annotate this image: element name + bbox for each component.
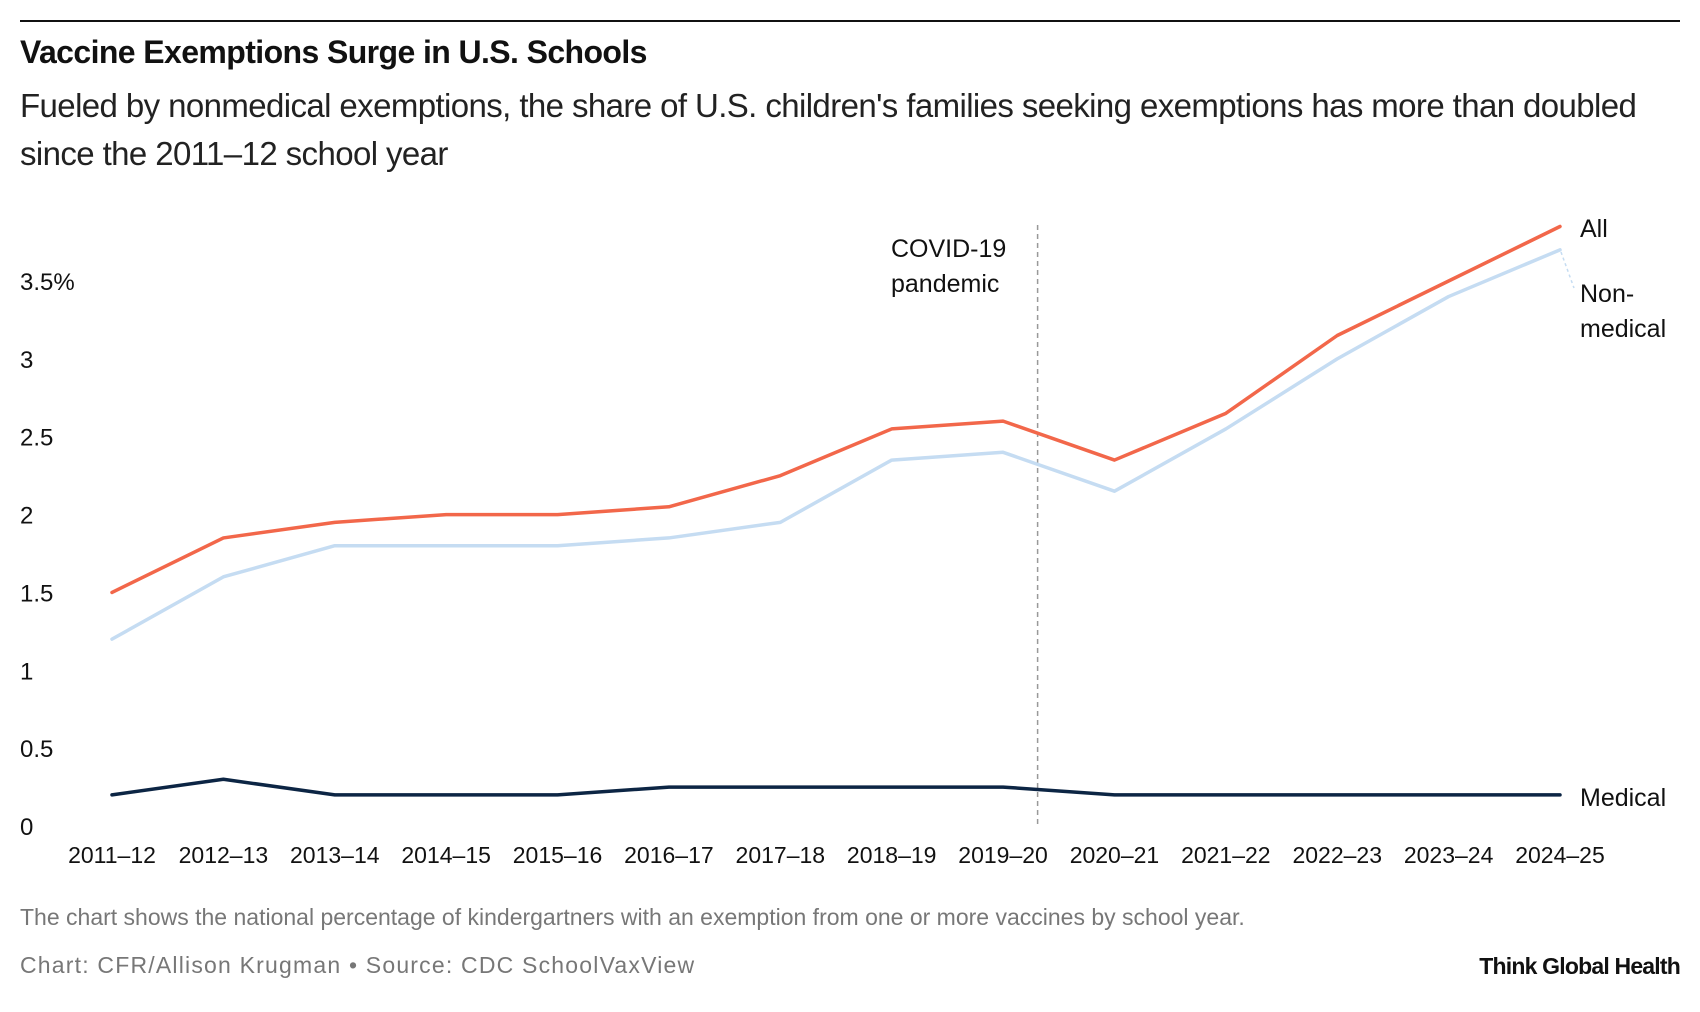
series-line-medical — [110, 777, 1562, 797]
y-tick-label: 0.5 — [20, 736, 53, 763]
x-tick-label: 2017–18 — [736, 842, 826, 868]
chart-credit: Chart: CFR/Allison Krugman • Source: CDC… — [20, 952, 696, 978]
x-tick-label: 2011–12 — [68, 842, 156, 868]
y-tick-label: 1 — [20, 658, 33, 685]
x-tick-label: 2022–23 — [1292, 842, 1382, 868]
x-tick-label: 2016–17 — [624, 842, 714, 868]
label-nonmedical-line2: medical — [1580, 315, 1666, 343]
chart-title: Vaccine Exemptions Surge in U.S. Schools — [20, 34, 647, 70]
y-tick-label: 3.5% — [20, 269, 75, 296]
label-all: All — [1580, 215, 1608, 243]
x-tick-label: 2021–22 — [1181, 842, 1271, 868]
think-global-health-logo: Think Global Health — [1479, 953, 1681, 979]
series-labels: All Non- medical Medical — [1560, 215, 1666, 812]
chart-subtitle: Fueled by nonmedical exemptions, the sha… — [20, 87, 1637, 172]
series-lines — [110, 224, 1562, 797]
label-nonmedical-line1: Non- — [1580, 280, 1634, 308]
label-medical: Medical — [1580, 784, 1666, 812]
series-line-all — [110, 224, 1562, 595]
x-tick-label: 2024–25 — [1515, 842, 1605, 868]
series-line-nonmedical — [110, 248, 1562, 641]
x-tick-label: 2018–19 — [847, 842, 937, 868]
y-tick-label: 1.5 — [20, 580, 53, 607]
covid-annotation: COVID-19 pandemic — [891, 225, 1039, 826]
y-axis: 0 0.5 1 1.5 2 2.5 3 3.5% — [20, 269, 75, 841]
covid-label-line1: COVID-19 — [891, 235, 1006, 263]
covid-label-line2: pandemic — [891, 270, 999, 298]
x-axis: 2011–12 2012–13 2013–14 2014–15 2015–16 2016–… — [68, 842, 1605, 868]
x-tick-label: 2015–16 — [513, 842, 603, 868]
x-tick-label: 2023–24 — [1404, 842, 1494, 868]
top-rule — [20, 20, 1680, 22]
x-tick-label: 2014–15 — [401, 842, 491, 868]
nonmedical-leader-line — [1560, 251, 1575, 289]
x-tick-label: 2019–20 — [958, 842, 1048, 868]
x-tick-label: 2012–13 — [179, 842, 269, 868]
x-tick-label: 2013–14 — [290, 842, 380, 868]
x-tick-label: 2020–21 — [1070, 842, 1160, 868]
y-tick-label: 0 — [20, 814, 33, 841]
y-tick-label: 3 — [20, 347, 33, 374]
chart-note: The chart shows the national percentage … — [20, 904, 1245, 930]
y-tick-label: 2 — [20, 503, 33, 530]
y-tick-label: 2.5 — [20, 425, 53, 452]
